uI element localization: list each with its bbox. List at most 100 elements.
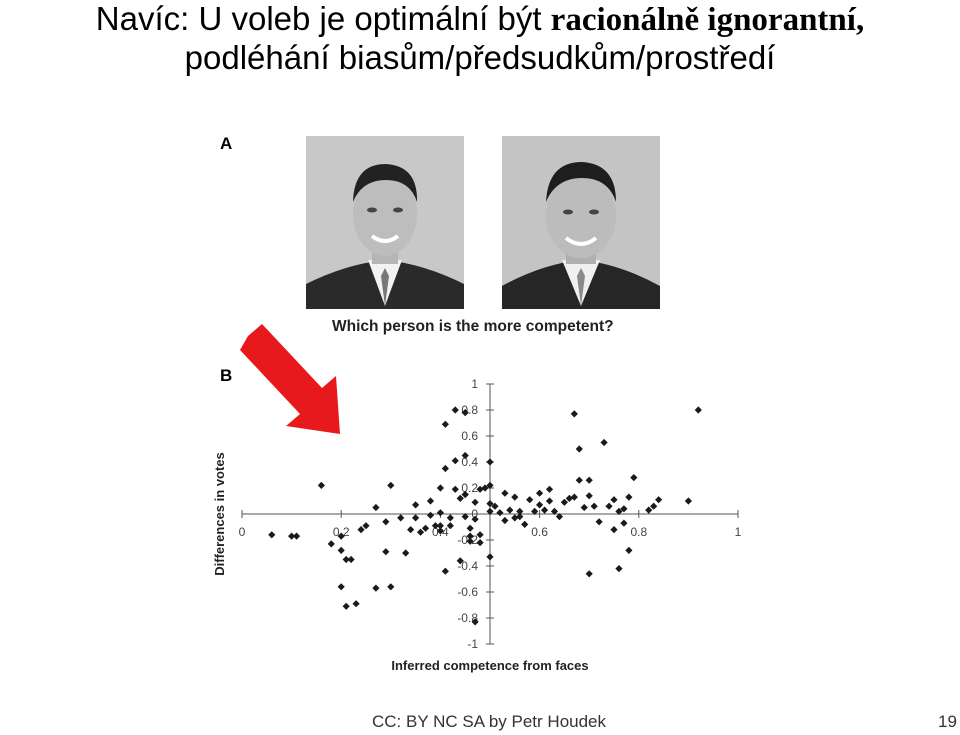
x-axis-label: Inferred competence from faces [391,658,588,673]
title-line-2: podléhání biasům/předsudkům/prostředí [184,39,776,76]
data-point [506,506,514,514]
data-point [372,503,380,512]
portrait-left [306,136,464,309]
data-point [421,524,430,532]
x-tick-label: 0.8 [630,525,647,539]
data-point [491,502,499,510]
data-point [327,540,335,548]
slide-title: Navíc: U voleb je optimální být racionál… [0,0,960,77]
x-tick-label: 0 [239,525,246,539]
data-point [501,516,509,525]
data-point [481,484,489,492]
page-number: 19 [938,712,957,731]
data-point [382,548,390,556]
title-line-1-plain: Navíc: U voleb je optimální být [95,0,551,37]
data-point [605,502,613,510]
data-point [545,497,554,505]
red-arrow-icon [240,324,340,434]
data-point [337,546,345,554]
data-point [362,522,370,530]
data-point [545,485,554,493]
title-line-1: Navíc: U voleb je optimální být racionál… [0,0,960,39]
data-point [684,497,692,505]
title-line-1-bold: racionálně ignorantní, [550,2,865,38]
data-point [337,583,345,591]
data-point [466,532,474,540]
data-point [655,496,663,504]
data-point [456,494,464,502]
data-point [650,502,658,510]
data-point [402,549,410,557]
data-point [317,481,325,489]
data-point [436,484,444,492]
data-point [585,570,593,578]
data-point [630,474,638,482]
footer-license: CC: BY NC SA by Petr Houdek [372,712,607,731]
data-point [625,493,633,501]
data-point [600,438,608,447]
data-point [451,457,459,465]
data-point [416,528,425,536]
data-point [590,502,598,510]
data-point [496,509,504,517]
data-point [580,503,588,512]
data-point [501,489,509,497]
data-point [436,509,444,517]
data-point [471,515,479,523]
data-point [575,476,583,484]
y-tick-label: 1 [471,377,478,391]
data-point [615,507,623,515]
data-point [595,518,603,526]
data-point [615,565,623,573]
data-point [521,520,529,528]
x-tick-label: 0.6 [531,525,548,539]
data-point [342,555,350,564]
data-point [610,526,618,534]
data-point [486,458,494,466]
data-point [526,496,534,504]
data-point [382,518,390,526]
scatter-points [268,406,702,626]
data-point [625,546,633,554]
data-point [451,485,459,493]
data-point [268,531,276,539]
data-point [610,496,618,504]
data-point [387,583,395,591]
y-tick-label: 0.8 [461,403,478,417]
data-point [441,567,449,575]
data-point [550,507,559,515]
data-point [570,410,578,418]
data-point [466,524,474,532]
y-tick-label: 0.6 [461,429,478,443]
data-point [426,511,435,519]
panel-a-label: A [220,134,233,153]
question-text: Which person is the more competent? [332,318,614,335]
data-point [441,464,449,473]
data-point [292,532,301,540]
y-axis-label: Differences in votes [212,452,227,576]
data-point [451,406,459,414]
y-tick-label: -1 [467,637,478,651]
data-point [575,445,583,453]
data-point [471,498,479,506]
scatter-chart: 00.20.40.60.81 10.80.60.40.2-0.2-0.4-0.6… [212,377,742,673]
data-point [540,506,549,514]
data-point [412,501,420,509]
data-point [585,476,593,484]
data-point [397,514,405,522]
data-point [560,498,568,506]
data-point [536,489,544,497]
y-tick-label: -0.6 [457,585,478,599]
data-point [585,492,593,500]
data-point [570,493,578,501]
data-point [412,514,420,522]
data-point [446,514,454,522]
data-point [342,602,350,610]
data-point [357,526,365,534]
panel-b-label: B [220,366,233,385]
data-point [486,553,494,561]
data-point [511,514,519,522]
data-point [461,490,469,499]
data-point [426,497,435,505]
data-point [441,420,449,428]
